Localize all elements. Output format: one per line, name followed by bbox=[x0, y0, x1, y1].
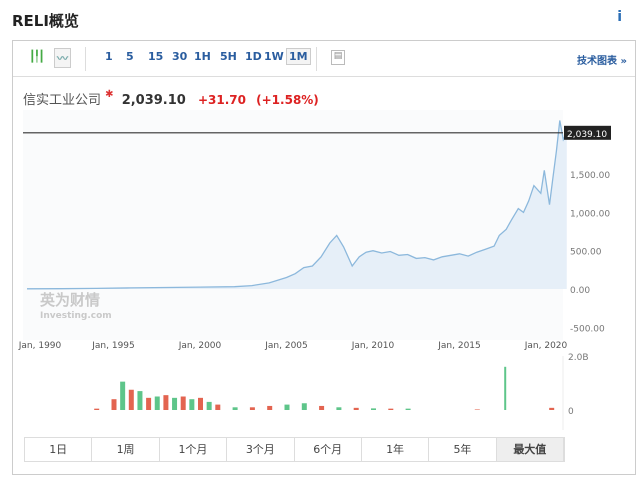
volume-bar bbox=[198, 397, 203, 410]
current-price-label: 2,039.10 bbox=[567, 130, 607, 140]
volume-max-label: 2.0B bbox=[568, 353, 589, 363]
volume-bar bbox=[549, 407, 555, 410]
volume-bar bbox=[172, 397, 178, 410]
volume-bar bbox=[180, 396, 186, 410]
candlestick-icon[interactable]: ┃╿┃ bbox=[29, 50, 45, 63]
x-tick-label: Jan, 2000 bbox=[178, 341, 222, 351]
volume-bar bbox=[319, 405, 325, 410]
page-title: RELI概览 bbox=[12, 12, 79, 30]
volume-bar bbox=[232, 407, 238, 410]
company-name: 信实工业公司 bbox=[23, 93, 102, 108]
y-tick-label: 1,500.00 bbox=[570, 171, 610, 181]
volume-bar bbox=[388, 408, 394, 410]
realtime-star-icon: ✱ bbox=[105, 89, 114, 100]
x-tick-label: Jan, 2015 bbox=[437, 341, 481, 351]
interval-1H[interactable]: 1H bbox=[194, 50, 211, 63]
last-price: 2,039.10 bbox=[121, 93, 186, 108]
y-tick-label: 0.00 bbox=[570, 286, 590, 296]
x-tick-label: Jan, 2020 bbox=[524, 341, 568, 351]
logo-en: Investing.com bbox=[40, 311, 112, 321]
volume-bar bbox=[137, 391, 143, 410]
interval-5[interactable]: 5 bbox=[126, 50, 134, 63]
volume-bar bbox=[249, 407, 255, 410]
volume-bar bbox=[301, 403, 307, 410]
logo-cn: 英为财情 bbox=[40, 291, 100, 309]
volume-bar bbox=[94, 408, 100, 410]
range-button[interactable]: 1个月 bbox=[160, 438, 228, 461]
volume-bar bbox=[163, 395, 169, 410]
volume-bar bbox=[267, 405, 273, 410]
interval-1W[interactable]: 1W bbox=[264, 50, 284, 63]
volume-bar bbox=[128, 389, 134, 410]
volume-bar bbox=[120, 381, 126, 410]
range-button[interactable]: 1日 bbox=[25, 438, 93, 461]
range-button[interactable]: 1年 bbox=[362, 438, 430, 461]
price-change-percent: (+1.58%) bbox=[256, 93, 319, 107]
volume-bar bbox=[111, 399, 117, 410]
interval-1D[interactable]: 1D bbox=[245, 50, 262, 63]
interval-30[interactable]: 30 bbox=[172, 50, 188, 63]
price-area-fill bbox=[27, 120, 567, 289]
volume-bar bbox=[336, 407, 342, 410]
interval-5H[interactable]: 5H bbox=[220, 50, 237, 63]
volume-bar bbox=[353, 407, 359, 410]
volume-bar bbox=[215, 404, 221, 410]
y-tick-label: 500.00 bbox=[570, 248, 602, 258]
range-button[interactable]: 1周 bbox=[92, 438, 160, 461]
x-tick-label: Jan, 2010 bbox=[351, 341, 395, 351]
volume-bar bbox=[189, 399, 195, 410]
interval-1M[interactable]: 1M bbox=[286, 48, 311, 65]
volume-zero-label: 0 bbox=[568, 407, 574, 417]
volume-bar bbox=[405, 408, 411, 410]
interval-15[interactable]: 15 bbox=[148, 50, 164, 63]
volume-bar bbox=[154, 396, 160, 410]
chart-toolbar: ┃╿┃ 〰 1 5 15 30 1H 5H 1D 1W 1M ▤ 技术图表 » bbox=[13, 41, 635, 77]
y-tick-label: 1,000.00 bbox=[570, 209, 610, 219]
plot-area bbox=[23, 110, 563, 340]
calendar-icon[interactable]: ▤ bbox=[331, 50, 345, 65]
range-button[interactable]: 最大值 bbox=[496, 438, 564, 461]
volume-bar bbox=[504, 366, 507, 410]
range-button[interactable]: 5年 bbox=[429, 438, 497, 461]
x-tick-label: Jan, 1990 bbox=[18, 341, 62, 351]
range-button[interactable]: 3个月 bbox=[227, 438, 295, 461]
volume-bar bbox=[371, 408, 376, 410]
current-price-tag bbox=[564, 125, 611, 140]
price-line bbox=[26, 120, 568, 290]
info-icon[interactable]: i bbox=[617, 9, 622, 25]
range-selector: 1日 1周 1个月 3个月 6个月 1年 5年 最大值 bbox=[24, 437, 565, 462]
range-button[interactable]: 6个月 bbox=[295, 438, 362, 461]
technical-chart-link[interactable]: 技术图表 » bbox=[577, 56, 627, 67]
volume-bar bbox=[206, 401, 212, 410]
quote-line: 信实工业公司 ✱ 2,039.10 +31.70 (+1.58%) bbox=[23, 89, 319, 108]
volume-bar bbox=[474, 409, 480, 410]
line-chart-icon[interactable]: 〰 bbox=[54, 48, 71, 68]
x-tick-label: Jan, 1995 bbox=[91, 341, 135, 351]
x-tick-label: Jan, 2005 bbox=[264, 341, 308, 351]
price-change: +31.70 bbox=[197, 93, 246, 107]
interval-1[interactable]: 1 bbox=[105, 50, 113, 63]
y-tick-label: -500.00 bbox=[570, 324, 605, 334]
volume-bar bbox=[284, 404, 290, 410]
volume-bar bbox=[146, 397, 152, 410]
